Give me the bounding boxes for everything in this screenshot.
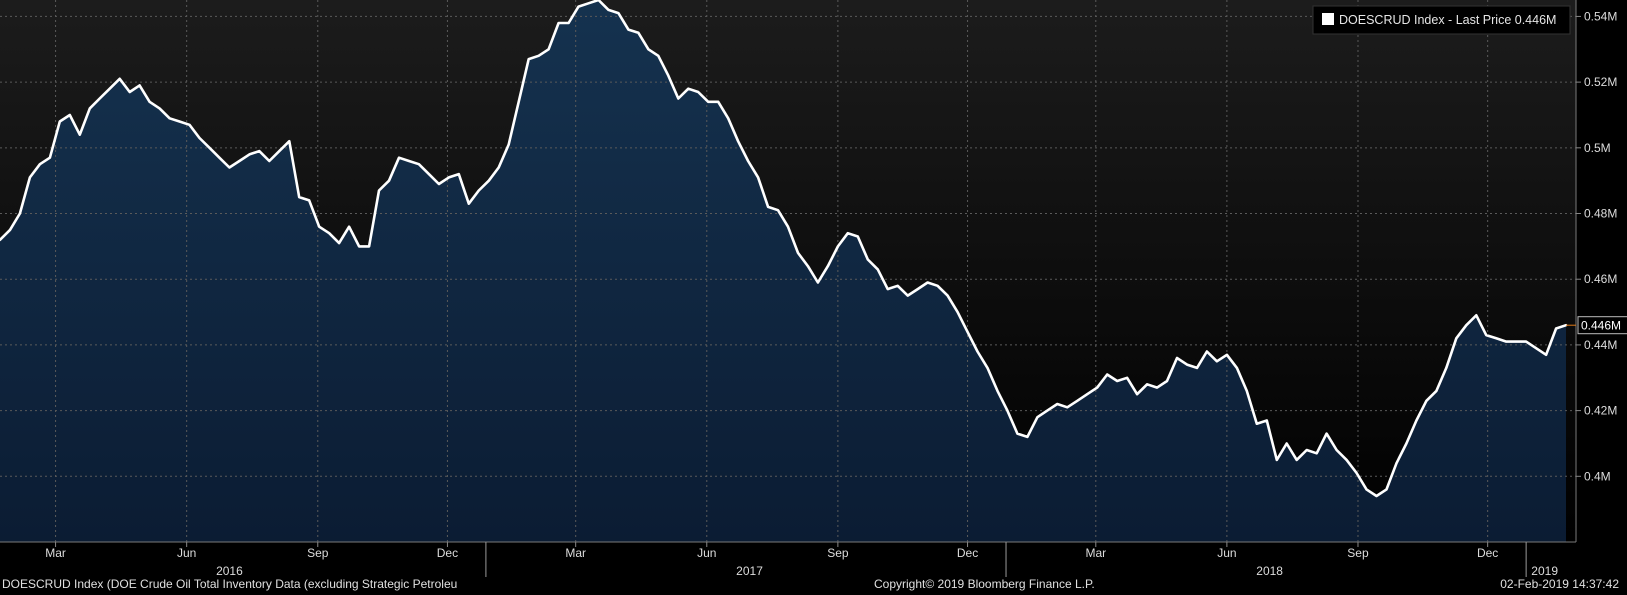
x-month-label: Dec bbox=[1477, 546, 1498, 560]
y-tick-label: 0.52M bbox=[1584, 75, 1617, 89]
x-month-label: Dec bbox=[957, 546, 978, 560]
y-tick-label: 0.46M bbox=[1584, 272, 1617, 286]
x-month-label: Jun bbox=[1217, 546, 1236, 560]
x-month-label: Sep bbox=[827, 546, 849, 560]
x-month-label: Mar bbox=[1085, 546, 1106, 560]
x-month-label: Sep bbox=[307, 546, 329, 560]
y-tick-label: 0.42M bbox=[1584, 404, 1617, 418]
y-tick-label: 0.4M bbox=[1584, 469, 1611, 483]
x-month-label: Dec bbox=[437, 546, 458, 560]
x-month-label: Jun bbox=[177, 546, 196, 560]
series-line bbox=[0, 0, 1568, 498]
series-area bbox=[0, 0, 1566, 542]
legend-swatch bbox=[1322, 13, 1334, 25]
last-price-marker: 0.446M bbox=[1566, 316, 1627, 335]
last-price-label: 0.446M bbox=[1581, 319, 1621, 333]
legend: DOESCRUD Index - Last Price 0.446M bbox=[1312, 5, 1571, 35]
x-year-label: 2019 bbox=[1531, 564, 1558, 578]
x-month-label: Sep bbox=[1347, 546, 1369, 560]
y-tick-label: 0.48M bbox=[1584, 207, 1617, 221]
x-month-label: Mar bbox=[565, 546, 586, 560]
footer-description: DOESCRUD Index (DOE Crude Oil Total Inve… bbox=[2, 577, 458, 591]
footer-timestamp: 02-Feb-2019 14:37:42 bbox=[1500, 577, 1619, 591]
legend-box bbox=[1312, 5, 1571, 35]
legend-label: DOESCRUD Index - Last Price 0.446M bbox=[1339, 13, 1556, 27]
y-tick-label: 0.54M bbox=[1584, 9, 1617, 23]
footer-copyright: Copyright© 2019 Bloomberg Finance L.P. bbox=[874, 577, 1095, 591]
y-tick-label: 0.44M bbox=[1584, 338, 1617, 352]
x-year-label: 2016 bbox=[216, 564, 243, 578]
last-price-box bbox=[1577, 316, 1627, 335]
x-year-label: 2017 bbox=[736, 564, 763, 578]
y-tick-label: 0.5M bbox=[1584, 141, 1611, 155]
x-year-label: 2018 bbox=[1256, 564, 1283, 578]
x-month-label: Mar bbox=[45, 546, 66, 560]
x-month-label: Jun bbox=[697, 546, 716, 560]
